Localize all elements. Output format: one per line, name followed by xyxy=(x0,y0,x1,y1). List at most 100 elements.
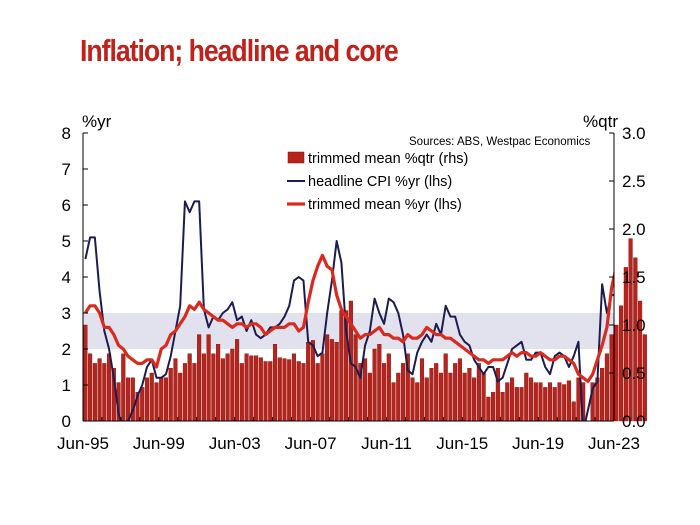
bar-trimmed-mean-qtr xyxy=(272,344,278,422)
bar-trimmed-mean-qtr xyxy=(571,401,576,422)
bar-trimmed-mean-qtr xyxy=(282,358,287,422)
y-tick-label-right: 2.5 xyxy=(622,172,646,191)
bar-trimmed-mean-qtr xyxy=(339,310,344,422)
y-tick-label-left: 7 xyxy=(62,160,71,179)
bar-trimmed-mean-qtr xyxy=(538,382,543,422)
y-tick-label-left: 0 xyxy=(62,412,71,431)
bar-trimmed-mean-qtr xyxy=(88,353,93,422)
bar-trimmed-mean-qtr xyxy=(173,358,178,422)
bar-trimmed-mean-qtr xyxy=(367,372,372,422)
bar-trimmed-mean-qtr xyxy=(163,377,169,422)
y-tick-label-right: 1.5 xyxy=(622,268,646,287)
source-note: Sources: ABS, Westpac Economics xyxy=(409,136,591,148)
bar-trimmed-mean-qtr xyxy=(543,387,548,422)
legend-swatch-bars xyxy=(287,151,305,164)
x-tick-label: Jun-99 xyxy=(133,434,185,453)
bar-trimmed-mean-qtr xyxy=(211,353,216,422)
bar-trimmed-mean-qtr xyxy=(178,372,183,422)
bar-trimmed-mean-qtr xyxy=(623,267,628,422)
bar-trimmed-mean-qtr xyxy=(192,363,197,422)
bar-trimmed-mean-qtr xyxy=(500,392,505,422)
bar-trimmed-mean-qtr xyxy=(462,372,467,422)
bar-trimmed-mean-qtr xyxy=(600,368,605,422)
bar-trimmed-mean-qtr xyxy=(235,339,240,422)
bar-trimmed-mean-qtr xyxy=(329,339,334,422)
bar-trimmed-mean-qtr xyxy=(225,353,230,422)
y-axis-label-right: %qtr xyxy=(583,112,618,131)
bar-trimmed-mean-qtr xyxy=(453,363,458,422)
bar-trimmed-mean-qtr xyxy=(377,344,382,422)
bar-trimmed-mean-qtr xyxy=(306,342,311,422)
bar-trimmed-mean-qtr xyxy=(258,357,263,422)
bar-trimmed-mean-qtr xyxy=(230,348,235,422)
bar-trimmed-mean-qtr xyxy=(448,372,453,422)
bar-trimmed-mean-qtr xyxy=(415,382,420,422)
bar-trimmed-mean-qtr xyxy=(547,382,553,422)
bar-trimmed-mean-qtr xyxy=(514,387,519,422)
y-tick-label-left: 8 xyxy=(62,124,71,143)
bar-trimmed-mean-qtr xyxy=(244,353,249,422)
bar-trimmed-mean-qtr xyxy=(140,387,145,422)
bar-trimmed-mean-qtr xyxy=(524,372,529,422)
bar-trimmed-mean-qtr xyxy=(557,382,562,422)
bar-trimmed-mean-qtr xyxy=(400,363,406,422)
bar-trimmed-mean-qtr xyxy=(604,353,609,422)
bar-trimmed-mean-qtr xyxy=(528,377,534,422)
bar-trimmed-mean-qtr xyxy=(277,357,282,422)
bar-trimmed-mean-qtr xyxy=(434,363,439,422)
bar-trimmed-mean-qtr xyxy=(201,353,206,422)
bar-trimmed-mean-qtr xyxy=(125,377,131,422)
bar-trimmed-mean-qtr xyxy=(325,334,330,422)
x-tick-label: Jun-03 xyxy=(209,434,261,453)
bar-trimmed-mean-qtr xyxy=(296,361,301,422)
page-title: Inflation; headline and core xyxy=(80,33,399,68)
y-tick-label-left: 6 xyxy=(62,196,71,215)
bar-trimmed-mean-qtr xyxy=(419,358,425,422)
x-tick-label: Jun-07 xyxy=(285,434,337,453)
bar-trimmed-mean-qtr xyxy=(614,324,619,422)
bar-trimmed-mean-qtr xyxy=(519,387,524,422)
bar-trimmed-mean-qtr xyxy=(216,344,221,422)
bar-trimmed-mean-qtr xyxy=(628,238,633,422)
bar-trimmed-mean-qtr xyxy=(472,377,477,422)
bar-trimmed-mean-qtr xyxy=(438,372,443,422)
bar-trimmed-mean-qtr xyxy=(121,353,126,422)
bar-trimmed-mean-qtr xyxy=(609,334,614,422)
bar-trimmed-mean-qtr xyxy=(206,334,211,422)
bar-trimmed-mean-qtr xyxy=(102,363,107,422)
bar-trimmed-mean-qtr xyxy=(301,363,306,422)
bar-trimmed-mean-qtr xyxy=(168,368,173,422)
bar-trimmed-mean-qtr xyxy=(486,396,491,422)
x-tick-label: Jun-15 xyxy=(436,434,488,453)
bar-trimmed-mean-qtr xyxy=(144,377,150,422)
y-tick-label-left: 2 xyxy=(62,340,71,359)
bar-trimmed-mean-qtr xyxy=(334,342,339,422)
y-tick-label-right: 2.0 xyxy=(622,220,646,239)
bar-trimmed-mean-qtr xyxy=(83,324,88,422)
bar-trimmed-mean-qtr xyxy=(268,361,273,422)
legend: Sources: ABS, Westpac Economics trimmed m… xyxy=(287,136,591,213)
bar-trimmed-mean-qtr xyxy=(239,363,244,422)
bar-trimmed-mean-qtr xyxy=(391,382,396,422)
bar-trimmed-mean-qtr xyxy=(310,340,315,422)
bar-trimmed-mean-qtr xyxy=(638,300,643,422)
x-tick-label: Jun-19 xyxy=(512,434,564,453)
bar-trimmed-mean-qtr xyxy=(315,363,320,422)
bar-trimmed-mean-qtr xyxy=(291,353,297,422)
bar-trimmed-mean-qtr xyxy=(254,355,259,422)
bar-trimmed-mean-qtr xyxy=(187,353,192,422)
bar-trimmed-mean-qtr xyxy=(510,377,515,422)
bars-group xyxy=(83,238,647,422)
bar-trimmed-mean-qtr xyxy=(562,384,567,422)
bar-trimmed-mean-qtr xyxy=(642,334,647,422)
y-axis-label-left: %yr xyxy=(82,112,112,131)
bar-trimmed-mean-qtr xyxy=(429,368,434,422)
x-tick-label: Jun-23 xyxy=(588,434,640,453)
y-tick-label-left: 4 xyxy=(62,268,71,287)
bar-trimmed-mean-qtr xyxy=(457,358,462,422)
bar-trimmed-mean-qtr xyxy=(533,382,538,422)
x-tick-label: Jun-11 xyxy=(361,434,412,453)
bar-trimmed-mean-qtr xyxy=(410,377,415,422)
bar-trimmed-mean-qtr xyxy=(372,348,377,422)
bar-trimmed-mean-qtr xyxy=(633,257,638,422)
